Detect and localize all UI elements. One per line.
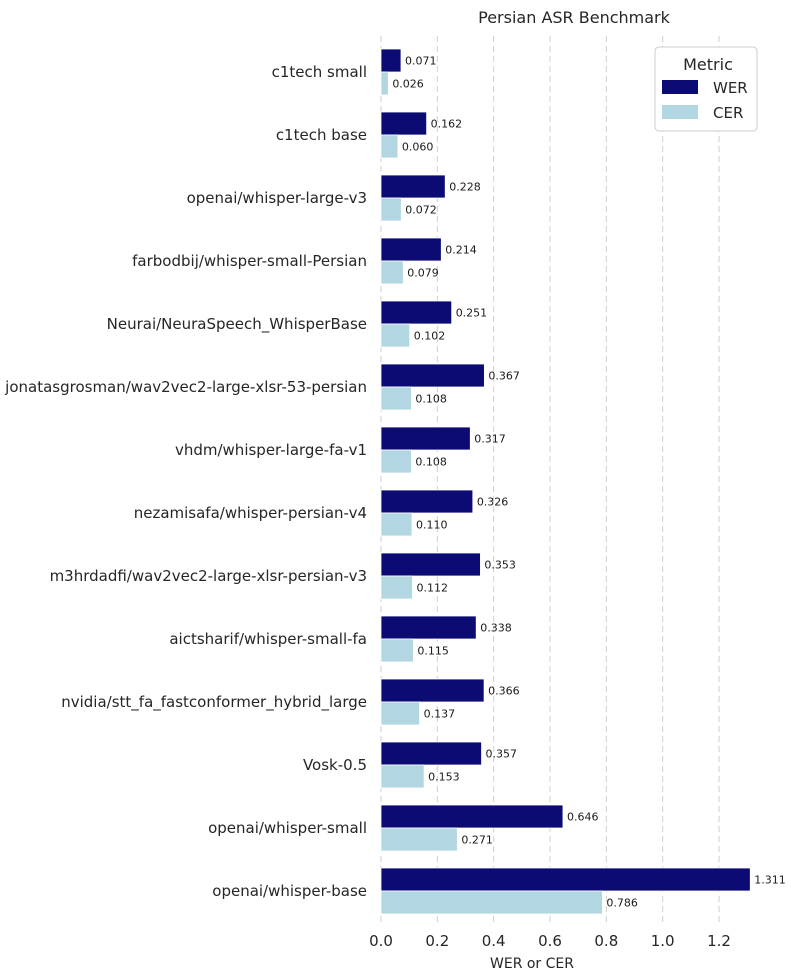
bar-wer <box>380 678 485 703</box>
bars <box>380 48 751 915</box>
bar-cer <box>380 386 412 411</box>
value-label-cer: 0.060 <box>402 141 434 154</box>
x-tick-label: 0.2 <box>425 932 449 950</box>
value-label-wer: 0.162 <box>431 118 463 131</box>
category-label: Neurai/NeuraSpeech_WhisperBase <box>107 315 367 334</box>
category-label: aictsharif/whisper-small-fa <box>169 630 367 648</box>
bar-cer <box>380 260 404 285</box>
bar-cer <box>380 197 402 222</box>
bar-wer <box>380 426 471 451</box>
value-label-cer: 0.112 <box>417 582 449 595</box>
legend-label-wer: WER <box>713 79 748 97</box>
value-label-wer: 0.353 <box>484 559 516 572</box>
bar-cer <box>380 701 420 726</box>
category-label: c1tech small <box>272 63 367 81</box>
bar-wer <box>380 48 402 73</box>
value-label-wer: 0.357 <box>486 748 518 761</box>
value-label-wer: 0.214 <box>445 244 477 257</box>
value-label-cer: 0.271 <box>461 834 493 847</box>
bar-wer <box>380 237 442 262</box>
value-label-cer: 0.108 <box>415 456 447 469</box>
value-label-wer: 0.317 <box>474 433 506 446</box>
legend-swatch-wer <box>662 80 698 94</box>
value-label-wer: 1.311 <box>754 874 786 887</box>
category-label: jonatasgrosman/wav2vec2-large-xlsr-53-pe… <box>4 378 367 396</box>
legend: Metric WER CER <box>654 46 758 132</box>
category-label: openai/whisper-small <box>208 819 367 837</box>
value-label-cer: 0.137 <box>424 708 456 721</box>
value-label-cer: 0.115 <box>417 645 449 658</box>
bar-wer <box>380 804 564 829</box>
value-label-wer: 0.338 <box>480 622 512 635</box>
legend-label-cer: CER <box>713 104 743 122</box>
bar-cer <box>380 449 412 474</box>
category-label: openai/whisper-base <box>212 882 367 900</box>
category-labels: c1tech small c1tech base openai/whisper-la… <box>4 63 367 900</box>
value-label-cer: 0.110 <box>416 519 448 532</box>
x-tick-label: 1.2 <box>707 932 731 950</box>
value-labels: 0.071 0.026 0.162 0.060 0.228 0.072 0.214 0.079… <box>392 55 785 910</box>
category-label: m3hrdadfi/wav2vec2-large-xlsr-persian-v3 <box>50 567 367 585</box>
value-label-cer: 0.079 <box>407 267 439 280</box>
value-label-wer: 0.646 <box>567 811 599 824</box>
bar-wer <box>380 615 477 640</box>
value-label-wer: 0.251 <box>456 307 488 320</box>
bar-cer <box>380 827 458 852</box>
value-label-cer: 0.072 <box>405 204 437 217</box>
x-tick-label: 0.0 <box>369 932 393 950</box>
value-label-wer: 0.366 <box>488 685 519 698</box>
bar-cer <box>380 890 603 915</box>
category-label: Vosk-0.5 <box>303 756 367 774</box>
legend-swatch-cer <box>662 105 698 119</box>
bar-cer <box>380 134 399 159</box>
value-label-wer: 0.228 <box>449 181 481 194</box>
x-tick-label: 0.6 <box>538 932 562 950</box>
bar-cer <box>380 638 414 663</box>
bar-wer <box>380 111 428 136</box>
bar-cer <box>380 512 413 537</box>
x-tick-label: 0.8 <box>594 932 618 950</box>
category-label: nezamisafa/whisper-persian-v4 <box>134 504 367 522</box>
bar-wer <box>380 741 482 766</box>
x-axis-label: WER or CER <box>490 956 574 972</box>
value-label-cer: 0.102 <box>414 330 446 343</box>
value-label-cer: 0.153 <box>428 771 460 784</box>
x-tick-label: 0.4 <box>482 932 506 950</box>
legend-title: Metric <box>683 55 733 74</box>
value-label-wer: 0.071 <box>405 55 437 68</box>
chart-title: Persian ASR Benchmark <box>478 8 670 27</box>
category-label: c1tech base <box>276 126 367 144</box>
x-tick-labels: 0.0 0.2 0.4 0.6 0.8 1.0 1.2 <box>369 932 731 950</box>
bar-wer <box>380 489 474 514</box>
bar-wer <box>380 552 481 577</box>
value-label-cer: 0.108 <box>415 393 447 406</box>
value-label-wer: 0.326 <box>477 496 509 509</box>
bar-cer <box>380 764 425 789</box>
bar-wer <box>380 867 751 892</box>
category-label: openai/whisper-large-v3 <box>187 189 367 207</box>
value-label-cer: 0.786 <box>606 897 638 910</box>
bar-cer <box>380 71 389 96</box>
x-tick-label: 1.0 <box>651 932 675 950</box>
grid <box>380 36 720 922</box>
bar-cer <box>380 323 411 348</box>
bar-cer <box>380 575 413 600</box>
category-label: nvidia/stt_fa_fastconformer_hybrid_large <box>61 693 367 712</box>
category-label: farbodbij/whisper-small-Persian <box>132 252 367 270</box>
bar-wer <box>380 363 485 388</box>
value-label-wer: 0.367 <box>488 370 520 383</box>
value-label-cer: 0.026 <box>392 78 424 91</box>
bar-wer <box>380 174 446 199</box>
bar-wer <box>380 300 453 325</box>
category-label: vhdm/whisper-large-fa-v1 <box>175 441 367 459</box>
